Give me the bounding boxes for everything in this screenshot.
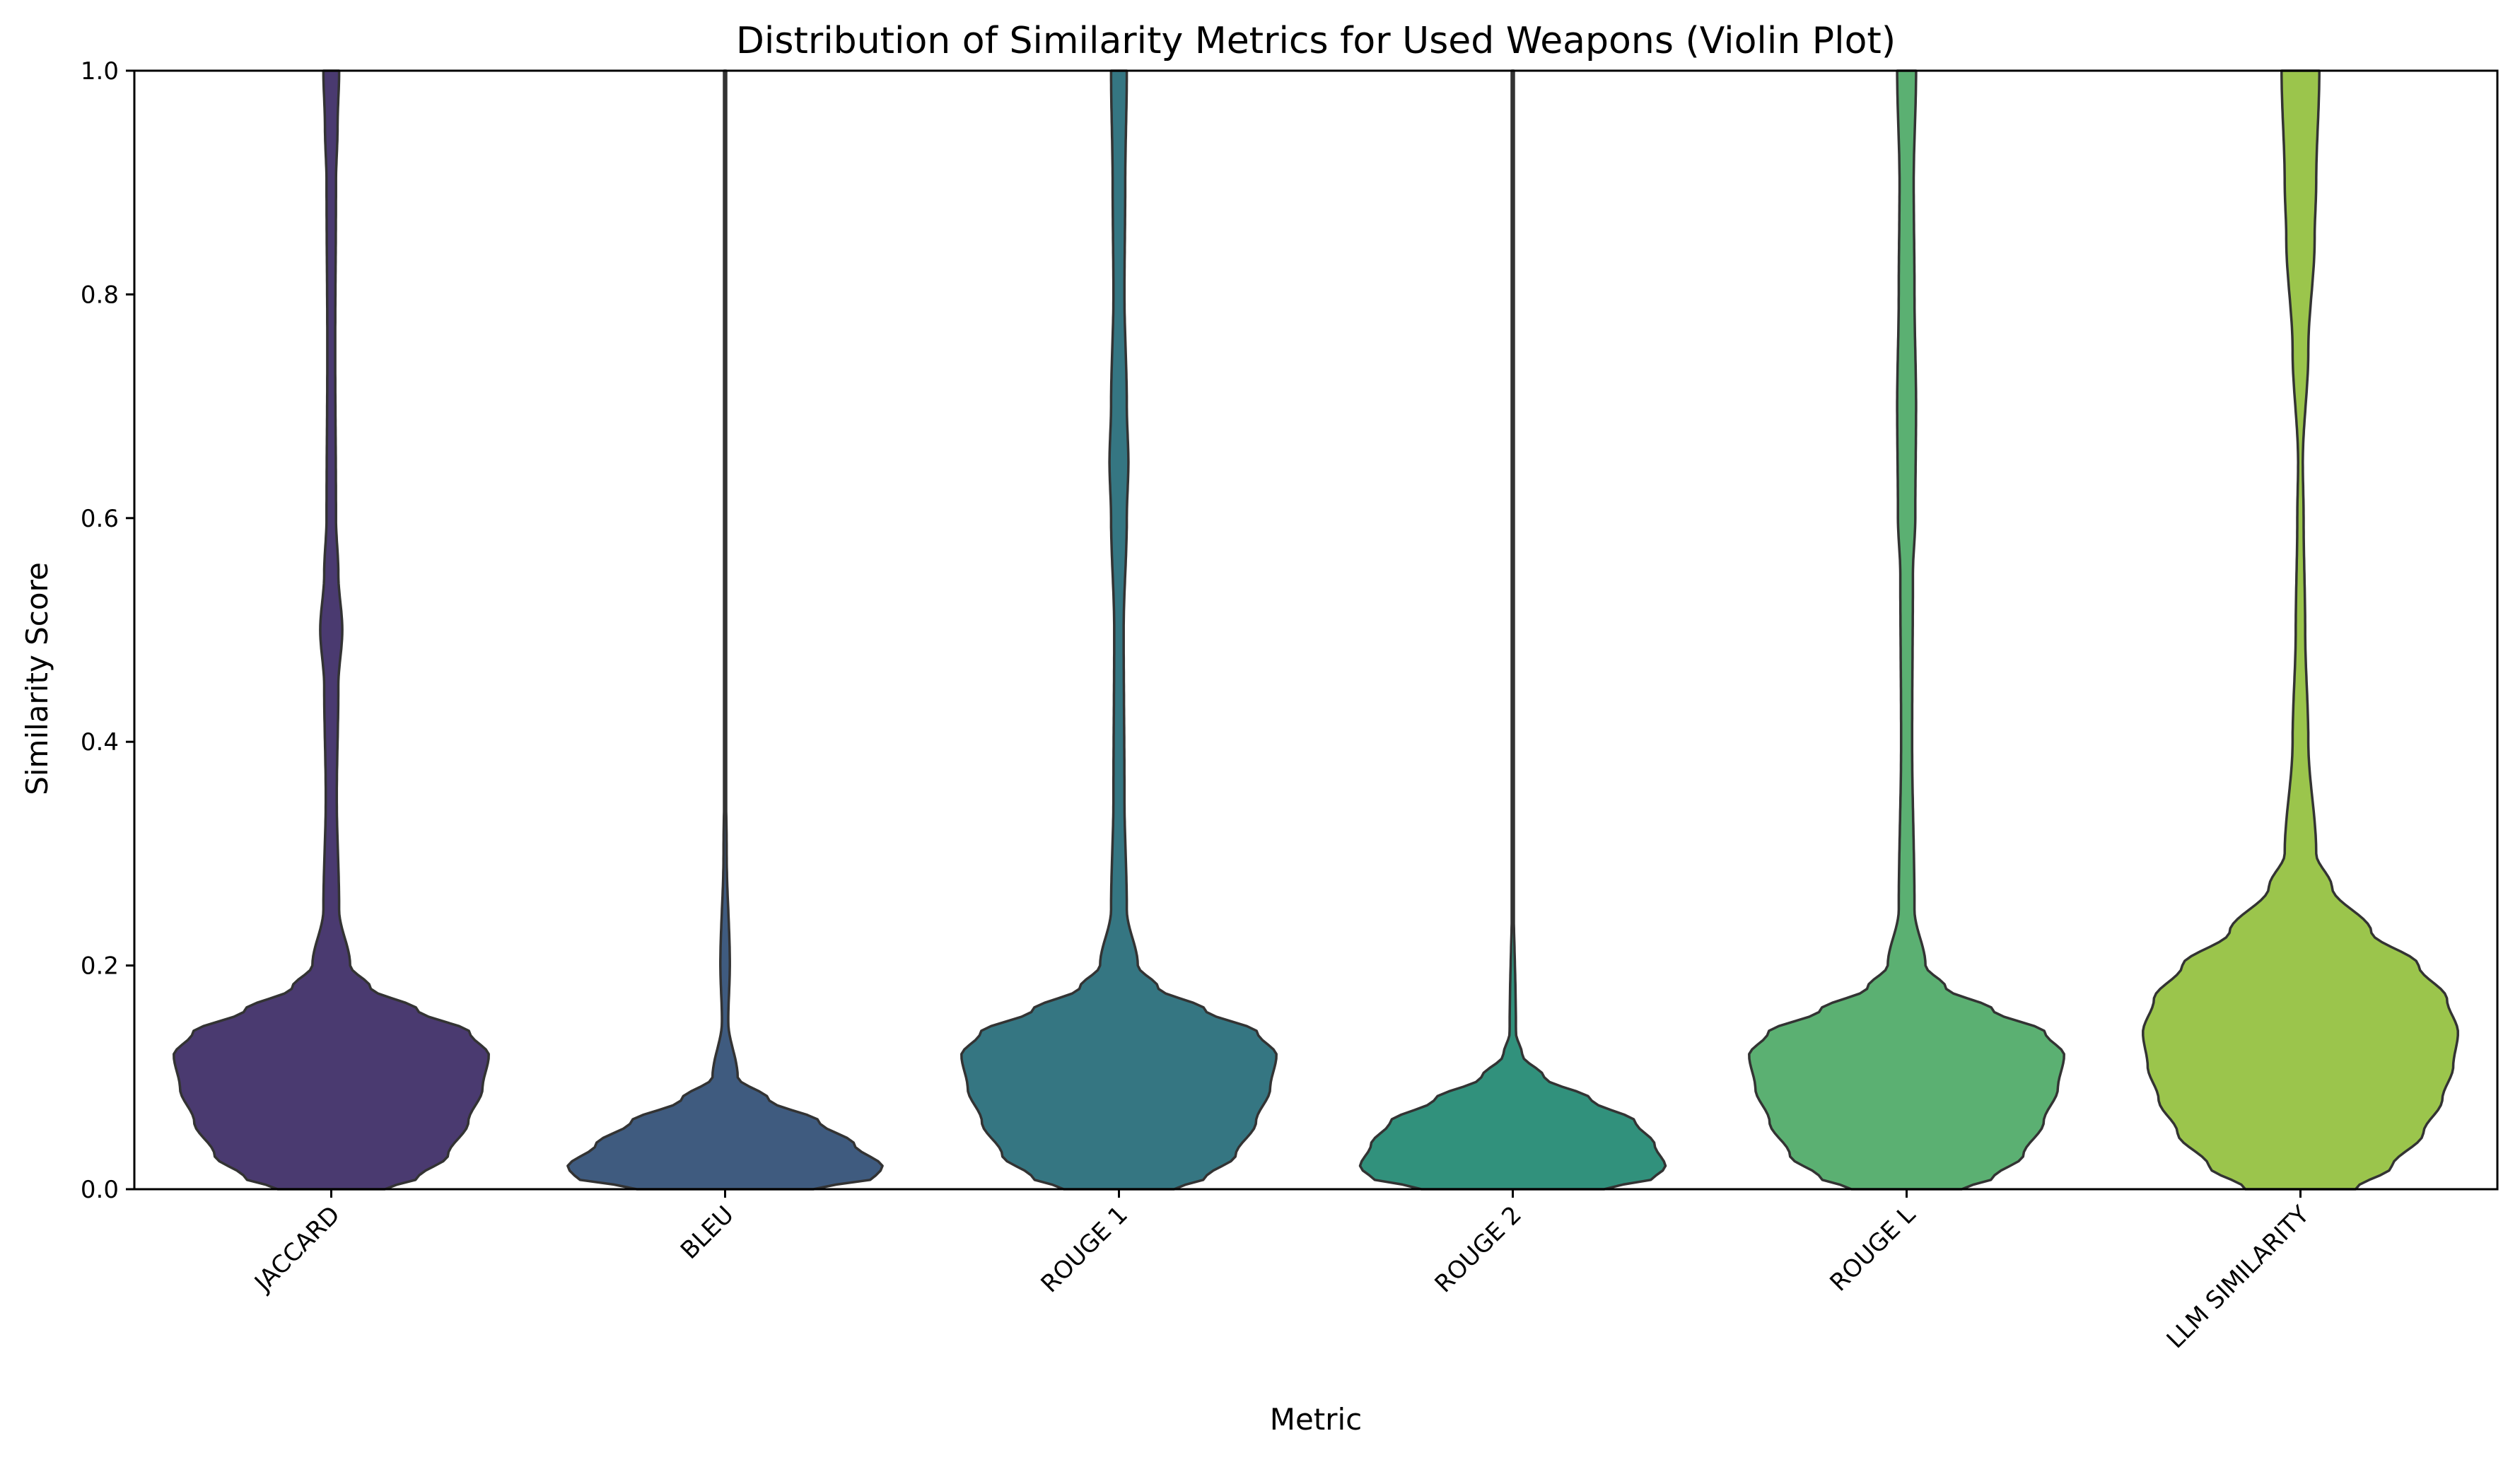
- violin-jaccard: [173, 69, 490, 1191]
- y-ticks: 0.0 0.2 0.4 0.6 0.8 1.0: [81, 57, 134, 1204]
- x-tick-label: ROUGE 1: [1036, 1201, 1133, 1298]
- violins-group: [173, 69, 2459, 1191]
- x-tick-label: BLEU: [675, 1201, 740, 1265]
- violin-bleu: [566, 69, 884, 1191]
- violin-rouge-2: [1358, 69, 1667, 1191]
- violin-rouge-1: [960, 69, 1278, 1191]
- chart-title: Distribution of Similarity Metrics for U…: [736, 20, 1896, 62]
- x-tick-label: LLM SIMILARITY: [2162, 1201, 2315, 1354]
- y-tick-label: 0.0: [81, 1176, 119, 1204]
- y-tick-label: 0.4: [81, 728, 119, 757]
- x-ticks: JACCARD BLEU ROUGE 1 ROUGE 2 ROUGE L LLM SIMI…: [248, 1189, 2315, 1354]
- plot-frame: [133, 69, 2499, 1191]
- violin-llm-similarity: [2142, 69, 2459, 1191]
- x-tick-label: JACCARD: [248, 1201, 346, 1298]
- x-tick-label: ROUGE L: [1824, 1201, 1920, 1297]
- y-tick-label: 0.6: [81, 505, 119, 533]
- y-tick-label: 1.0: [81, 57, 119, 86]
- y-tick-label: 0.8: [81, 281, 119, 309]
- x-axis-label: Metric: [1270, 1402, 1363, 1437]
- violin-rouge-l: [1748, 69, 2065, 1191]
- x-tick-label: ROUGE 2: [1430, 1201, 1527, 1298]
- y-tick-label: 0.2: [81, 952, 119, 981]
- y-axis-label: Similarity Score: [20, 562, 54, 795]
